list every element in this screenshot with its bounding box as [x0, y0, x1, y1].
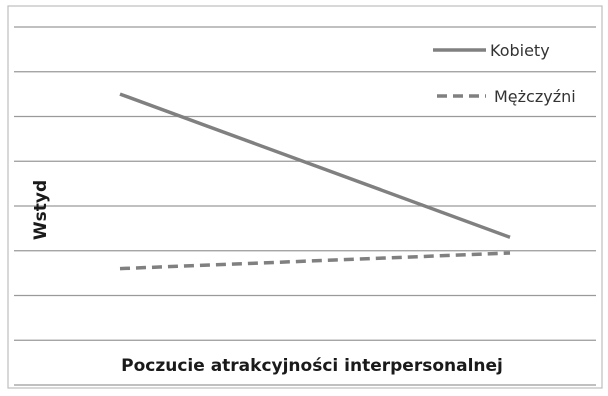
series-lines: [119, 92, 511, 271]
gridlines: [14, 26, 596, 386]
legend-label-kobiety: Kobiety: [490, 41, 550, 60]
legend-label-mezczyzni: Mężczyźni: [494, 87, 576, 106]
series-line-kobiety: [119, 92, 511, 239]
legend: Kobiety Mężczyźni: [433, 41, 576, 106]
chart-border: [7, 5, 603, 389]
series-line-mezczyzni: [119, 251, 511, 271]
x-axis-label: Poczucie atrakcyjności interpersonalnej: [121, 356, 503, 376]
y-axis-label: Wstyd: [31, 180, 51, 240]
